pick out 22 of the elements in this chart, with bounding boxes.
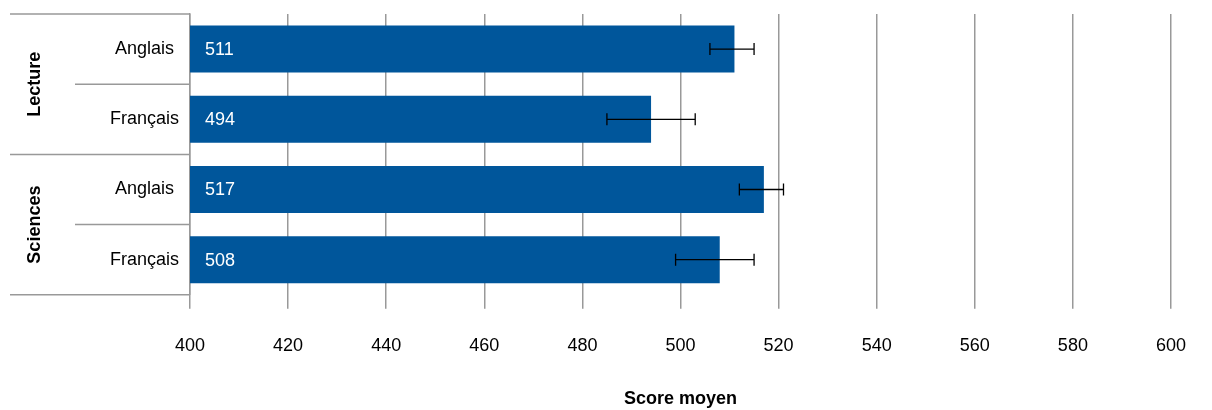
text: Sciences — [23, 185, 44, 264]
y-tick-label: Français — [109, 248, 180, 269]
text: Lecture — [23, 51, 44, 117]
y-tick-label: Anglais — [114, 38, 175, 59]
x-tick-label: 580 — [1057, 334, 1088, 355]
x-tick-label: 480 — [567, 334, 598, 355]
x-tick-label: 440 — [371, 334, 402, 355]
x-tick-label: 500 — [665, 334, 696, 355]
data-label: 517 — [205, 179, 236, 200]
x-tick-label: 460 — [469, 334, 500, 355]
y-tick-label: Anglais — [114, 178, 175, 199]
x-tick-label: 400 — [174, 334, 206, 355]
x-axis-title: Score moyen — [623, 388, 738, 409]
x-tick-label: 540 — [861, 334, 892, 355]
x-tick-label: 420 — [273, 334, 304, 355]
x-tick-label: 520 — [763, 334, 794, 355]
data-label: 511 — [205, 39, 234, 60]
y-tick-label: Français — [109, 108, 180, 129]
x-tick-label: 600 — [1155, 334, 1187, 355]
data-label: 494 — [205, 109, 236, 130]
x-tick-label: 560 — [959, 334, 990, 355]
data-label: 508 — [205, 249, 236, 270]
